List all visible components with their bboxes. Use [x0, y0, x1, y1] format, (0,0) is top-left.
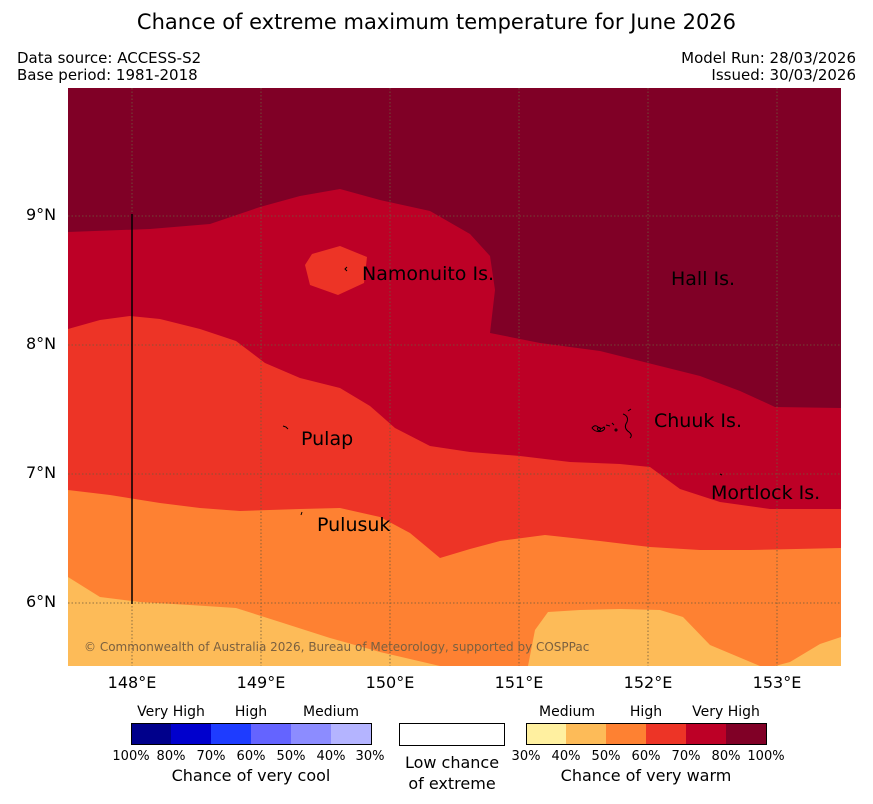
cool-tick: 30% [355, 749, 385, 764]
issued-date: Issued: 30/03/2026 [711, 66, 856, 84]
cool-swatch [251, 723, 291, 745]
data-source: Data source: ACCESS-S2 [17, 49, 202, 67]
lat-label: 6°N [26, 592, 57, 611]
cool-tick: 70% [196, 749, 226, 764]
place-chuuk: Chuuk Is. [654, 410, 742, 432]
warm-colorbar [526, 723, 767, 745]
gridlines [68, 88, 841, 666]
island-marks [282, 266, 723, 516]
neutral-line-2: of extreme [408, 774, 496, 793]
place-mortlock: Mortlock Is. [711, 482, 821, 504]
neutral-legend-title: Low chance of extreme [405, 752, 499, 794]
warm-swatch [566, 723, 606, 745]
zone-40-50-right [528, 609, 841, 666]
cool-tick: 60% [236, 749, 266, 764]
cool-tick: 40% [316, 749, 346, 764]
lat-label: 7°N [26, 463, 57, 482]
warm-swatch [606, 723, 646, 745]
meta-left: Data source: ACCESS-S2 Base period: 1981… [17, 50, 201, 84]
zone-60-70-pocket [305, 246, 367, 295]
zone-40-50-left [68, 577, 440, 666]
cool-level-very-high: Very High [137, 704, 205, 720]
place-pulusuk: Pulusuk [317, 514, 391, 536]
warm-tick: 30% [511, 749, 541, 764]
warm-level-high: High [629, 704, 663, 720]
cool-level-medium: Medium [303, 704, 359, 720]
base-period: Base period: 1981-2018 [17, 66, 198, 84]
warm-level-medium: Medium [539, 704, 595, 720]
warm-swatch [526, 723, 566, 745]
warm-swatch [726, 723, 766, 745]
cool-swatch [291, 723, 331, 745]
warm-swatch [686, 723, 726, 745]
lat-label: 8°N [26, 334, 57, 353]
lon-label: 152°E [623, 673, 673, 692]
lon-label: 153°E [752, 673, 802, 692]
cool-tick: 50% [276, 749, 306, 764]
copyright-text: © Commonwealth of Australia 2026, Bureau… [84, 640, 590, 654]
lat-label: 9°N [26, 205, 57, 224]
warm-level-very-high: Very High [692, 704, 760, 720]
lon-label: 150°E [365, 673, 415, 692]
map-plot-area [68, 88, 841, 666]
neutral-line-1: Low chance [404, 753, 500, 772]
low-chance-swatch [399, 723, 505, 746]
warm-tick: 70% [671, 749, 701, 764]
warm-swatch [646, 723, 686, 745]
cool-level-high: High [234, 704, 268, 720]
lon-label: 148°E [107, 673, 157, 692]
place-hall: Hall Is. [671, 268, 736, 290]
warm-tick: 40% [551, 749, 581, 764]
model-run: Model Run: 28/03/2026 [681, 49, 856, 67]
cool-swatch [331, 723, 371, 745]
cool-legend-title: Chance of very cool [171, 766, 331, 785]
lon-label: 149°E [236, 673, 286, 692]
cool-tick: 80% [156, 749, 186, 764]
cool-tick: 100% [112, 749, 150, 764]
cool-swatch [131, 723, 171, 745]
warm-tick: 100% [747, 749, 785, 764]
place-pulap: Pulap [301, 428, 354, 450]
cool-colorbar [131, 723, 372, 745]
warm-tick: 80% [711, 749, 741, 764]
place-namonuito: Namonuito Is. [362, 263, 495, 285]
meta-right: Model Run: 28/03/2026 Issued: 30/03/2026 [681, 50, 856, 84]
warm-legend-title: Chance of very warm [560, 766, 732, 785]
cool-swatch [211, 723, 251, 745]
chart-title: Chance of extreme maximum temperature fo… [136, 10, 737, 34]
warm-tick: 50% [591, 749, 621, 764]
lon-label: 151°E [494, 673, 544, 692]
warm-tick: 60% [631, 749, 661, 764]
cool-swatch [171, 723, 211, 745]
